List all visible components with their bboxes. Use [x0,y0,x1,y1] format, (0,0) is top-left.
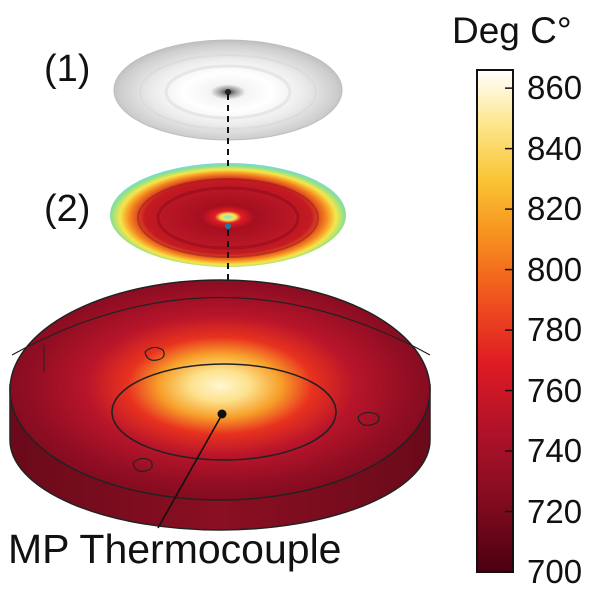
colorbar-tick-label: 700 [527,553,583,590]
thermocouple-leader [157,417,221,529]
layer-1-disc [113,39,343,141]
colorbar [476,69,514,573]
thermocouple-point [217,409,227,419]
base-slab [9,279,431,531]
colorbar-tick-label: 820 [527,190,583,228]
colorbar-tick-label: 760 [527,371,583,409]
colorbar-tick-label: 840 [527,129,583,167]
colorbar-tick-label: 720 [527,492,583,530]
colorbar-tick-label: 740 [527,432,583,470]
colorbar-title: Deg C° [452,10,572,51]
layer-2-label: (2) [44,188,91,230]
thermal-diagram [9,39,514,573]
layer-2-disc [110,163,346,267]
layer-1-label: (1) [44,48,91,90]
colorbar-tick-label: 800 [527,250,583,288]
thermocouple-caption: MP Thermocouple [8,526,342,572]
colorbar-tick-label: 780 [527,311,583,349]
colorbar-tick-label: 860 [527,69,583,107]
